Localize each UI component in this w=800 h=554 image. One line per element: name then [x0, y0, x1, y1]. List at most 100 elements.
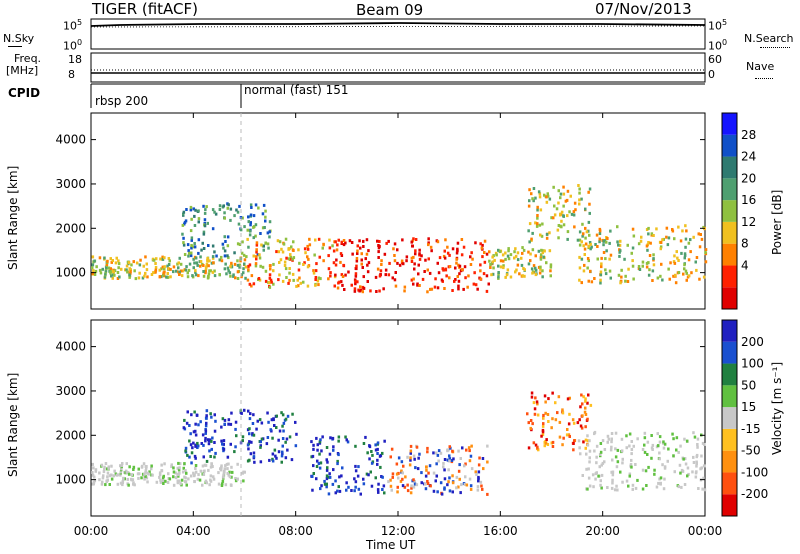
echo-cell	[632, 234, 636, 238]
echo-cell	[178, 273, 181, 276]
echo-cell	[596, 257, 599, 261]
echo-cell	[204, 424, 208, 428]
echo-cell	[650, 456, 653, 460]
echo-cell	[208, 259, 211, 263]
colorbar-tick-label: -15	[741, 422, 761, 436]
colorbar-tick-label: 24	[741, 150, 756, 164]
echo-cell	[553, 204, 556, 208]
echo-cell	[271, 457, 274, 461]
echo-cell	[602, 251, 606, 254]
echo-cell	[210, 462, 213, 466]
x-tick-label: 16:00	[483, 524, 518, 538]
echo-cell	[192, 257, 195, 261]
echo-cell	[199, 469, 203, 473]
echo-cell	[443, 458, 447, 461]
echo-cell	[186, 453, 189, 457]
echo-cell	[110, 274, 113, 278]
echo-cell	[163, 267, 166, 271]
echo-cell	[446, 483, 449, 487]
echo-cell	[223, 211, 226, 215]
echo-cell	[291, 272, 295, 276]
echo-cell	[333, 275, 337, 279]
echo-cell	[251, 432, 254, 436]
echo-cell	[457, 287, 460, 291]
echo-cell	[228, 271, 232, 275]
echo-cell	[367, 261, 371, 265]
echo-cell	[203, 463, 207, 467]
echo-cell	[196, 477, 200, 481]
echo-cell	[189, 443, 193, 447]
echo-cell	[181, 232, 184, 236]
echo-cell	[340, 254, 344, 257]
echo-cell	[192, 245, 195, 249]
echo-cell	[442, 465, 445, 469]
echo-cell	[376, 267, 380, 271]
echo-cell	[277, 250, 281, 254]
echo-cell	[274, 454, 277, 458]
echo-cell	[641, 487, 645, 491]
echo-cell	[418, 452, 421, 456]
echo-cell	[391, 276, 394, 280]
echo-cell	[306, 284, 310, 288]
echo-cell	[572, 213, 576, 217]
echo-cell	[217, 471, 220, 475]
echo-cell	[326, 460, 329, 464]
echo-cell	[226, 254, 229, 258]
echo-cell	[532, 441, 536, 445]
echo-cell	[631, 487, 634, 491]
echo-cell	[557, 201, 560, 205]
echo-cell	[320, 449, 323, 453]
echo-cell	[163, 270, 166, 274]
date-title: 07/Nov/2013	[595, 0, 692, 18]
echo-cell	[455, 257, 458, 261]
echo-cell	[531, 271, 534, 275]
echo-cell	[639, 239, 643, 243]
echo-cell	[280, 460, 283, 464]
echo-cell	[246, 443, 250, 447]
echo-cell	[218, 204, 222, 208]
echo-cell	[103, 256, 106, 260]
echo-cell	[513, 250, 516, 254]
echo-cell	[213, 455, 216, 459]
echo-cell	[652, 234, 655, 237]
echo-cell	[631, 227, 635, 231]
echo-cell	[675, 448, 678, 452]
echo-cell	[674, 281, 678, 285]
echo-cell	[229, 483, 233, 487]
echo-cell	[193, 242, 196, 245]
echo-cell	[335, 248, 339, 252]
echo-cell	[159, 478, 162, 482]
echo-cell	[580, 257, 584, 261]
echo-cell	[476, 485, 480, 489]
echo-cell	[139, 258, 142, 262]
echo-cell	[497, 248, 500, 252]
echo-cell	[146, 275, 149, 279]
echo-cell	[704, 260, 708, 264]
echo-cell	[507, 249, 510, 253]
echo-cell	[541, 430, 545, 434]
echo-cell	[204, 431, 207, 435]
echo-cell	[255, 427, 258, 431]
echo-cell	[401, 477, 404, 481]
echo-cell	[483, 251, 486, 254]
echo-cell	[248, 233, 252, 237]
echo-cell	[637, 242, 641, 246]
echo-cell	[221, 482, 224, 486]
echo-cell	[663, 442, 667, 446]
echo-cell	[472, 282, 476, 286]
echo-cell	[161, 479, 165, 483]
echo-cell	[202, 455, 205, 459]
echo-cell	[611, 473, 615, 477]
echo-cell	[192, 474, 196, 478]
echo-cell	[586, 417, 589, 421]
echo-cell	[545, 236, 549, 240]
echo-cell	[221, 242, 225, 246]
echo-cell	[589, 247, 592, 251]
echo-cell	[432, 471, 436, 475]
echo-cell	[234, 445, 237, 449]
echo-cell	[248, 417, 252, 421]
echo-cell	[224, 483, 228, 487]
echo-cell	[236, 263, 240, 267]
echo-cell	[315, 465, 319, 468]
echo-cell	[158, 268, 161, 272]
